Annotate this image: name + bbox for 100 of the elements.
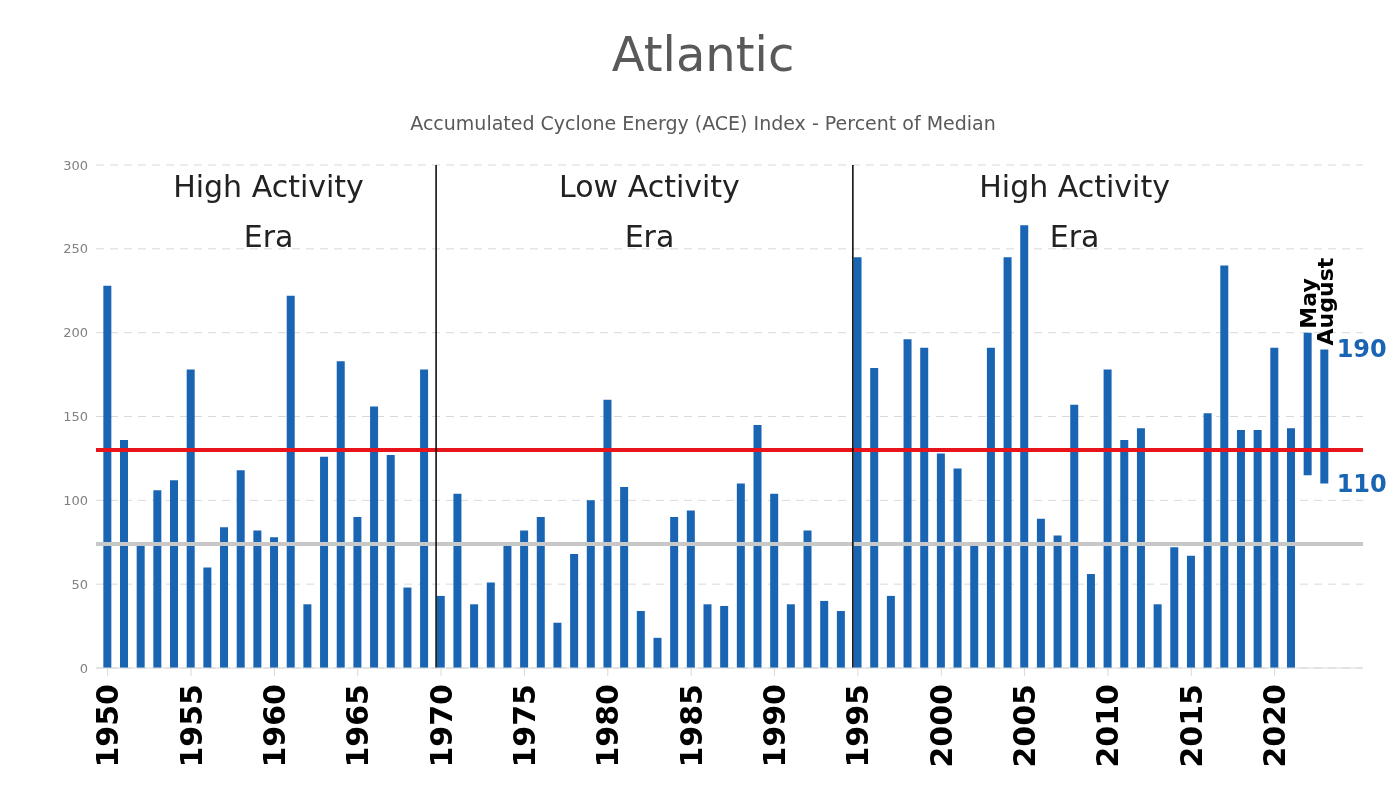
bar <box>520 530 529 668</box>
bar <box>1303 332 1312 476</box>
bar <box>203 567 212 668</box>
bar <box>1153 604 1162 668</box>
bar <box>503 545 512 668</box>
bar <box>1203 413 1212 668</box>
y-tick-label: 250 <box>63 241 88 257</box>
bar <box>586 500 595 668</box>
x-tick-label: 2015 <box>1173 684 1209 768</box>
bar <box>153 490 162 668</box>
bar <box>320 456 329 668</box>
bar <box>420 369 429 668</box>
x-tick-label: 1960 <box>256 684 292 768</box>
bar <box>353 517 362 668</box>
annotation: Low Activity Era <box>559 169 740 254</box>
bar <box>186 369 195 668</box>
y-tick-label: 200 <box>63 325 88 341</box>
bar <box>570 553 579 668</box>
x-tick-label: 2000 <box>923 684 959 768</box>
bar <box>1070 404 1079 668</box>
x-tick-label: 1980 <box>590 684 626 768</box>
chart-subtitle: Accumulated Cyclone Energy (ACE) Index - Percent of Median <box>409 112 997 134</box>
bar <box>1086 574 1095 668</box>
bar <box>1253 429 1262 668</box>
bar <box>670 517 679 668</box>
bar <box>1220 265 1229 668</box>
bar <box>553 622 562 668</box>
x-tick-label: 2005 <box>1007 684 1043 768</box>
bar <box>720 605 729 668</box>
bar <box>803 530 812 668</box>
bar <box>936 453 945 668</box>
annotation: High Activity Era <box>979 169 1170 254</box>
bar <box>753 424 762 668</box>
bar <box>1053 535 1062 668</box>
bar <box>786 604 795 668</box>
y-tick-label: 150 <box>63 409 88 425</box>
bar <box>836 610 845 668</box>
bar <box>303 604 312 668</box>
bar <box>1020 225 1029 668</box>
bar <box>370 406 379 668</box>
bar <box>1136 428 1145 668</box>
x-tick-label: 1975 <box>506 684 542 768</box>
bar <box>236 470 245 668</box>
bar <box>953 468 962 668</box>
bar <box>486 582 495 668</box>
bar <box>1236 429 1245 668</box>
annotation: High Activity Era <box>173 169 364 254</box>
bar <box>603 399 612 668</box>
bar <box>986 347 995 668</box>
x-tick-label: 1965 <box>340 684 376 768</box>
bar <box>536 517 545 668</box>
bar <box>170 480 179 668</box>
y-tick-label: 100 <box>63 492 88 508</box>
annotation: 190 <box>1336 335 1387 364</box>
bar <box>1003 257 1012 668</box>
bar <box>1103 369 1112 668</box>
bar <box>1286 428 1295 668</box>
bar <box>770 493 779 668</box>
bar <box>903 339 912 668</box>
bar <box>270 537 279 668</box>
y-tick-label: 0 <box>79 660 88 676</box>
bar <box>1036 518 1045 668</box>
bar <box>686 510 695 668</box>
x-tick-label: 1950 <box>90 684 126 768</box>
x-tick-label: 1955 <box>173 684 209 768</box>
bar <box>736 483 745 668</box>
bar <box>386 455 395 668</box>
bar <box>136 545 145 668</box>
y-tick-label: 300 <box>63 157 88 173</box>
x-tick-label: 2020 <box>1257 684 1293 768</box>
annotation: 110 <box>1336 469 1387 498</box>
x-tick-label: 2010 <box>1090 684 1126 768</box>
bar <box>1320 349 1329 484</box>
bar <box>120 439 129 668</box>
bar <box>453 493 462 668</box>
bar <box>253 530 262 668</box>
bar <box>286 295 295 668</box>
x-tick-label: 1990 <box>757 684 793 768</box>
bar <box>920 347 929 668</box>
bar <box>1270 347 1279 668</box>
bar <box>436 595 445 668</box>
bar <box>653 637 662 668</box>
bar <box>870 367 879 668</box>
bar <box>853 257 862 668</box>
bar <box>620 486 629 668</box>
x-tick-label: 1995 <box>840 684 876 768</box>
x-tick-label: 1970 <box>423 684 459 768</box>
bar <box>403 587 412 668</box>
bar <box>636 610 645 668</box>
y-tick-label: 50 <box>71 576 88 592</box>
bar <box>336 361 345 668</box>
bar <box>220 527 229 668</box>
bar <box>703 604 712 668</box>
bar <box>1186 555 1195 668</box>
x-tick-label: 1985 <box>673 684 709 768</box>
bar <box>970 545 979 668</box>
bar <box>470 604 479 668</box>
bar <box>886 595 895 668</box>
bar <box>820 600 829 668</box>
bar <box>103 285 112 668</box>
